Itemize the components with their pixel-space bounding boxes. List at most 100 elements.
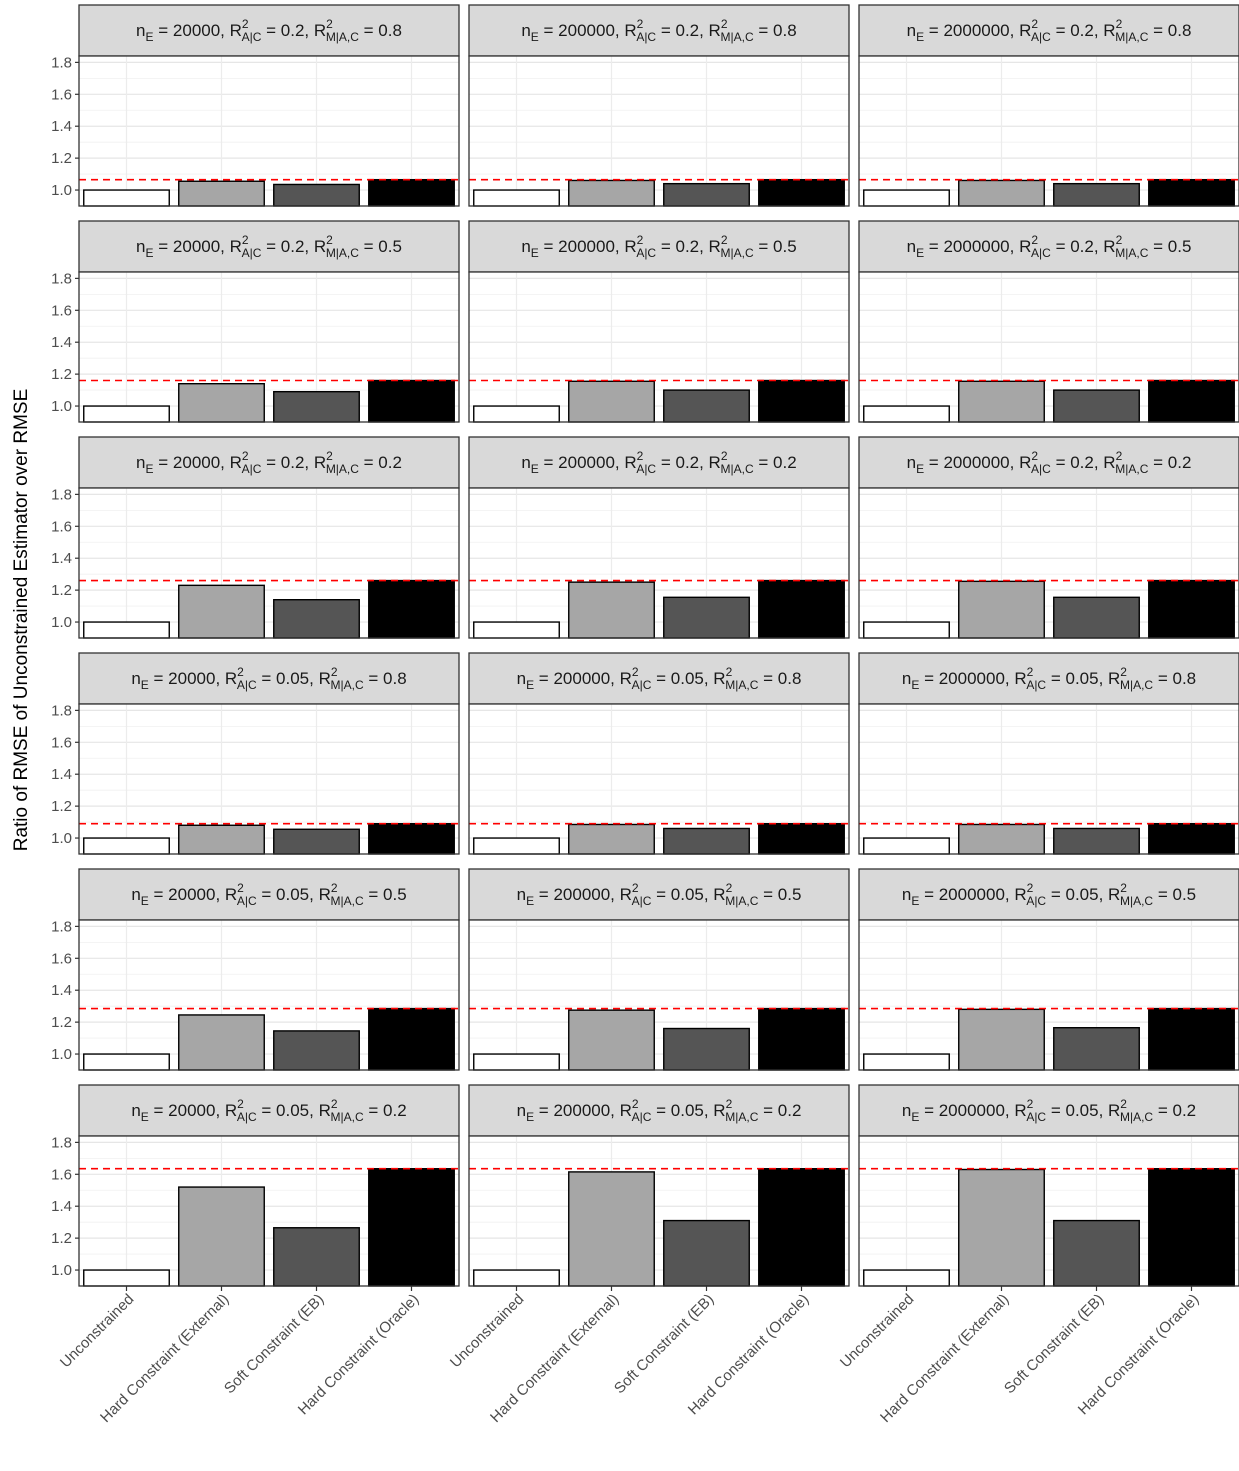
bar-1 [473,189,560,207]
facet-panel: nE = 20000, R2 A|C = 0.05, R2 M|A,C = 0.2 1… [51,1084,460,1426]
panel-border [468,703,850,855]
bar-3 [1053,1027,1140,1071]
bar-1 [473,837,560,855]
facet-strip-label: nE = 200000, R2 A|C = 0.05, R2 M|A,C = 0.5 [517,881,802,908]
bar-1 [83,189,170,207]
y-tick-label: 1.0 [51,830,72,847]
bar-2 [958,1008,1045,1071]
facet-panel: nE = 20000, R2 A|C = 0.05, R2 M|A,C = 0.5 1… [51,868,460,1071]
y-tick-label: 1.2 [51,150,72,167]
panel-border [468,271,850,423]
y-tick-label: 1.8 [51,918,72,935]
facet-panel: nE = 200000, R2 A|C = 0.2, R2 M|A,C = 0.5 [468,220,850,423]
bar-3 [663,182,750,207]
facet-strip [858,1084,1239,1137]
facet-strip-label: nE = 20000, R2 A|C = 0.05, R2 M|A,C = 0.8 [131,665,406,692]
facet-panel: nE = 2000000, R2 A|C = 0.05, R2 M|A,C = 0.… [858,652,1239,855]
facet-strip [858,868,1239,921]
panel-border [468,55,850,207]
panel-border [858,1135,1239,1287]
bar-1 [863,621,950,639]
facet-strip-label: nE = 20000, R2 A|C = 0.2, R2 M|A,C = 0.2 [136,449,402,476]
bar-2 [178,1186,265,1287]
bar-3 [1053,389,1140,423]
panel-border [858,271,1239,423]
bar-2 [568,581,655,639]
bar-3 [273,599,360,639]
bar-2 [568,1009,655,1071]
bar-1 [863,1269,950,1287]
facet-strip [78,1084,460,1137]
bar-3 [663,1027,750,1071]
facet-strip-label: nE = 2000000, R2 A|C = 0.05, R2 M|A,C = 0.… [902,665,1196,692]
bar-2 [178,383,265,423]
y-tick-label: 1.8 [51,54,72,71]
facet-strip-label: nE = 200000, R2 A|C = 0.05, R2 M|A,C = 0.2 [517,1097,802,1124]
y-tick-label: 1.4 [51,118,72,135]
panel-border [468,919,850,1071]
facet-panel: nE = 200000, R2 A|C = 0.2, R2 M|A,C = 0.2 [468,436,850,639]
facet-strip [78,220,460,273]
bar-3 [663,827,750,855]
facet-strip-label: nE = 200000, R2 A|C = 0.2, R2 M|A,C = 0.8 [521,17,796,44]
facet-panel: nE = 200000, R2 A|C = 0.2, R2 M|A,C = 0.8 [468,4,850,207]
bar-4 [758,1168,845,1287]
bar-4 [368,379,455,423]
bar-3 [663,389,750,423]
y-tick-label: 1.8 [51,486,72,503]
facet-panel: nE = 2000000, R2 A|C = 0.05, R2 M|A,C = 0.… [837,1084,1239,1426]
bar-2 [568,380,655,423]
bar-3 [663,596,750,639]
bar-1 [473,1053,560,1071]
y-tick-label: 1.4 [51,982,72,999]
panel-border [858,919,1239,1071]
bar-3 [273,390,360,423]
y-tick-label: 1.2 [51,1014,72,1031]
bar-2 [958,179,1045,207]
facet-strip [468,220,850,273]
facet-panel: nE = 200000, R2 A|C = 0.05, R2 M|A,C = 0.2… [447,1084,850,1426]
facet-strip [78,868,460,921]
bar-1 [83,1053,170,1071]
x-tick-label: Unconstrained [57,1291,137,1371]
facet-panel: nE = 20000, R2 A|C = 0.2, R2 M|A,C = 0.2 1.… [51,436,460,639]
facet-panel: nE = 20000, R2 A|C = 0.05, R2 M|A,C = 0.8 1… [51,652,460,855]
bar-2 [958,823,1045,855]
bar-4 [368,579,455,639]
x-tick-label: Unconstrained [837,1291,917,1371]
bar-2 [178,584,265,639]
y-tick-label: 1.4 [51,334,72,351]
bar-4 [758,822,845,855]
y-tick-label: 1.4 [51,1198,72,1215]
y-tick-label: 1.2 [51,582,72,599]
bar-4 [1148,379,1235,423]
bar-4 [368,178,455,207]
y-tick-label: 1.0 [51,1046,72,1063]
x-tick-label: Soft Constraint (EB) [221,1291,327,1397]
bar-1 [863,837,950,855]
facet-strip-label: nE = 2000000, R2 A|C = 0.2, R2 M|A,C = 0.5 [907,233,1192,260]
facet-strip-label: nE = 2000000, R2 A|C = 0.2, R2 M|A,C = 0.2 [907,449,1192,476]
facet-strip-label: nE = 200000, R2 A|C = 0.2, R2 M|A,C = 0.5 [521,233,796,260]
facet-strip-label: nE = 20000, R2 A|C = 0.05, R2 M|A,C = 0.2 [131,1097,406,1124]
bar-1 [473,1269,560,1287]
bar-4 [1148,178,1235,207]
bar-4 [1148,579,1235,639]
bar-4 [368,1168,455,1287]
facet-strip-label: nE = 2000000, R2 A|C = 0.05, R2 M|A,C = 0.… [902,1097,1196,1124]
y-tick-label: 1.4 [51,766,72,783]
panel-border [858,703,1239,855]
bar-2 [958,380,1045,423]
y-tick-label: 1.6 [51,950,72,967]
facet-strip-label: nE = 200000, R2 A|C = 0.2, R2 M|A,C = 0.2 [521,449,796,476]
y-tick-label: 1.2 [51,366,72,383]
bar-4 [368,822,455,855]
y-tick-label: 1.8 [51,270,72,287]
panel-border [78,55,460,207]
facet-strip-label: nE = 2000000, R2 A|C = 0.2, R2 M|A,C = 0.8 [907,17,1192,44]
facet-strip-label: nE = 20000, R2 A|C = 0.2, R2 M|A,C = 0.5 [136,233,402,260]
y-tick-label: 1.2 [51,1230,72,1247]
bar-2 [958,1168,1045,1287]
bar-3 [1053,827,1140,855]
panel-border [858,55,1239,207]
